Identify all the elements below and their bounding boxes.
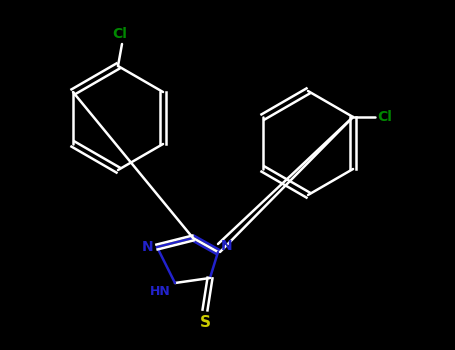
Text: N: N [221, 239, 233, 253]
Text: HN: HN [150, 285, 171, 298]
Text: N: N [142, 240, 153, 254]
Text: Cl: Cl [377, 110, 392, 124]
Text: Cl: Cl [112, 27, 127, 41]
Text: S: S [199, 315, 211, 330]
